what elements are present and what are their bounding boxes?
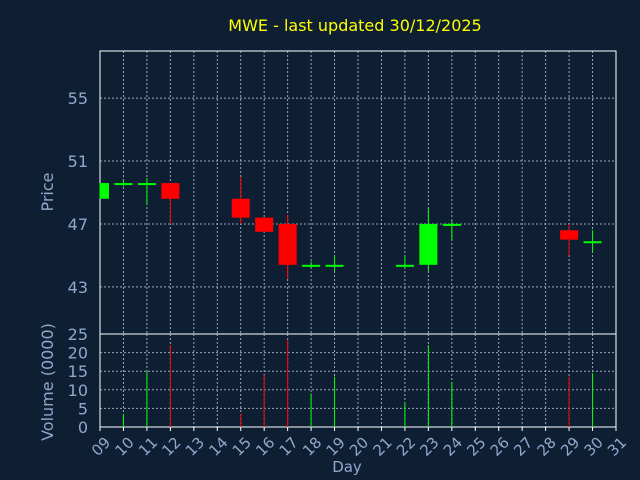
x-tick-label: 18 <box>299 434 325 460</box>
volume-tick-label: 25 <box>68 325 88 344</box>
candle-body <box>419 223 438 265</box>
candle-body <box>302 264 321 267</box>
x-tick-label: 21 <box>369 434 395 460</box>
chart-title: MWE - last updated 30/12/2025 <box>228 16 481 35</box>
x-tick-label: 11 <box>135 434 161 460</box>
candle-body <box>137 183 156 186</box>
x-tick-label: 25 <box>463 434 489 460</box>
x-tick-label: 30 <box>581 434 607 460</box>
candle-body <box>161 183 180 199</box>
candle-body <box>583 241 602 244</box>
x-tick-label: 27 <box>510 434 536 460</box>
candle-body <box>560 230 579 240</box>
volume-tick-label: 20 <box>68 344 88 363</box>
x-tick-label: 31 <box>604 434 630 460</box>
candle-body <box>231 198 250 218</box>
x-tick-label: 19 <box>323 434 349 460</box>
volume-axis-label: Volume (0000) <box>38 323 57 441</box>
x-tick-label: 17 <box>276 434 302 460</box>
price-tick-label: 43 <box>68 278 88 297</box>
candle-body <box>442 223 461 226</box>
x-tick-label: 10 <box>111 434 137 460</box>
x-tick-label: 12 <box>158 434 184 460</box>
x-tick-label: 22 <box>393 434 419 460</box>
candle-body <box>395 264 414 267</box>
price-tick-label: 55 <box>68 89 88 108</box>
candle-body <box>255 217 274 232</box>
x-tick-label: 15 <box>229 434 255 460</box>
x-tick-label: 13 <box>182 434 208 460</box>
candle-body <box>278 223 297 265</box>
x-tick-label: 24 <box>440 434 466 460</box>
candle-body <box>114 183 133 186</box>
x-tick-label: 29 <box>557 434 583 460</box>
price-tick-label: 51 <box>68 152 88 171</box>
x-tick-label: 14 <box>205 434 231 460</box>
price-tick-label: 47 <box>68 215 88 234</box>
x-tick-label: 20 <box>346 434 372 460</box>
candle-body <box>325 264 344 267</box>
price-axis-label: Price <box>38 172 57 211</box>
volume-tick-label: 10 <box>68 381 88 400</box>
volume-tick-label: 15 <box>68 362 88 381</box>
candle-body <box>100 183 109 199</box>
x-tick-label: 28 <box>534 434 560 460</box>
x-tick-label: 16 <box>252 434 278 460</box>
x-tick-label: 23 <box>416 434 442 460</box>
volume-tick-label: 5 <box>78 399 88 418</box>
x-tick-label: 09 <box>88 434 114 460</box>
volume-panel-frame <box>99 333 617 428</box>
chart-marks <box>99 176 602 427</box>
grid-lines <box>100 51 616 427</box>
volume-tick-label: 0 <box>78 418 88 437</box>
x-tick-label: 26 <box>487 434 513 460</box>
x-axis-label: Day <box>332 458 362 476</box>
